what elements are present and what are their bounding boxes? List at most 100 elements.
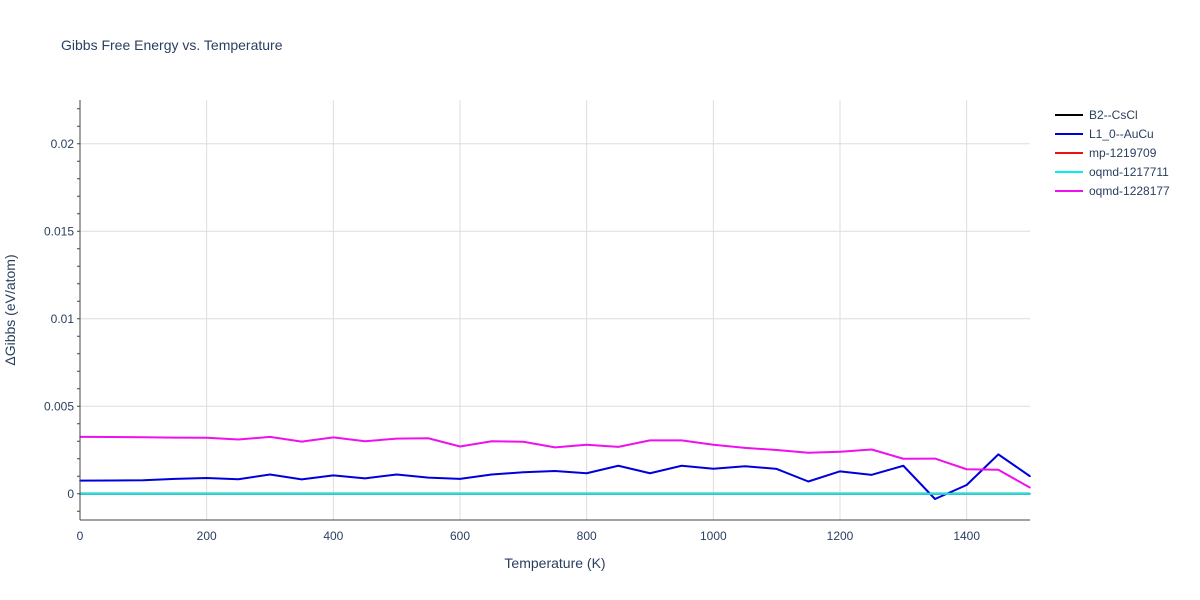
data-point bbox=[744, 492, 746, 495]
data-point bbox=[680, 492, 683, 495]
data-point bbox=[332, 492, 335, 495]
data-point bbox=[870, 448, 873, 451]
data-point bbox=[965, 484, 968, 486]
data-point bbox=[174, 478, 176, 480]
data-point bbox=[269, 473, 271, 476]
data-point bbox=[965, 492, 968, 495]
data-point bbox=[364, 492, 366, 495]
data-point bbox=[997, 468, 1000, 471]
data-point bbox=[110, 436, 113, 438]
data-point bbox=[617, 492, 620, 495]
data-point bbox=[807, 480, 810, 483]
series-lines bbox=[79, 435, 1031, 500]
data-point bbox=[554, 470, 556, 472]
data-point bbox=[775, 449, 778, 451]
data-point bbox=[459, 492, 461, 495]
x-tick-label: 400 bbox=[323, 529, 343, 543]
data-point bbox=[712, 467, 715, 470]
data-point bbox=[965, 468, 968, 471]
data-point bbox=[712, 443, 715, 446]
data-point bbox=[332, 436, 335, 439]
data-point bbox=[300, 478, 303, 481]
data-point bbox=[142, 492, 145, 495]
data-point bbox=[142, 479, 145, 482]
x-axis-title: Temperature (K) bbox=[504, 555, 605, 571]
data-point bbox=[395, 437, 398, 440]
data-point bbox=[554, 492, 556, 495]
data-point bbox=[934, 492, 936, 495]
data-point bbox=[649, 439, 651, 442]
data-point bbox=[617, 446, 620, 448]
y-tick-label: 0.01 bbox=[51, 312, 75, 326]
data-point bbox=[902, 492, 905, 495]
data-point bbox=[205, 436, 208, 439]
data-point bbox=[902, 464, 905, 467]
data-point bbox=[490, 440, 493, 443]
data-point bbox=[1029, 486, 1031, 489]
data-point bbox=[364, 477, 366, 480]
data-point bbox=[585, 472, 588, 475]
y-tick-label: 0.015 bbox=[44, 224, 74, 238]
chart-title: Gibbs Free Energy vs. Temperature bbox=[61, 37, 283, 53]
data-point bbox=[300, 440, 303, 443]
data-point bbox=[775, 468, 778, 470]
data-point bbox=[712, 492, 715, 495]
data-point bbox=[332, 474, 335, 477]
data-point bbox=[585, 492, 588, 495]
data-point bbox=[427, 492, 430, 495]
data-point bbox=[142, 436, 145, 439]
data-point bbox=[902, 457, 905, 460]
data-point bbox=[237, 492, 240, 495]
data-point bbox=[839, 470, 841, 473]
y-tick-label: 0.02 bbox=[51, 137, 75, 151]
data-point bbox=[110, 492, 113, 495]
legend-label: oqmd-1217711 bbox=[1089, 165, 1169, 179]
y-tick-label: 0 bbox=[67, 487, 74, 501]
legend-label: B2--CsCl bbox=[1089, 108, 1138, 122]
data-point bbox=[427, 476, 430, 479]
data-point bbox=[300, 492, 303, 495]
data-point bbox=[807, 452, 810, 454]
data-point bbox=[490, 492, 493, 495]
data-point bbox=[934, 457, 936, 460]
data-point bbox=[934, 498, 936, 500]
data-point bbox=[269, 436, 271, 438]
data-point bbox=[617, 464, 620, 467]
data-point bbox=[1029, 492, 1031, 495]
data-point bbox=[522, 492, 525, 495]
data-point bbox=[997, 492, 1000, 495]
data-point bbox=[522, 471, 525, 474]
data-point bbox=[459, 445, 461, 448]
data-point bbox=[174, 492, 176, 495]
data-point bbox=[680, 439, 683, 442]
data-point bbox=[554, 446, 556, 449]
data-point bbox=[205, 492, 208, 495]
data-point bbox=[364, 440, 366, 443]
data-point bbox=[997, 453, 1000, 456]
x-tick-label: 600 bbox=[450, 529, 470, 543]
data-point bbox=[522, 440, 525, 443]
legend-label: oqmd-1228177 bbox=[1089, 184, 1170, 198]
axes: 0 200 400 600 800 1000 1200 1400 0 0.005 0.01 0.015… bbox=[44, 100, 1030, 543]
x-tick-label: 800 bbox=[577, 529, 597, 543]
series-line-oqmd-1228177 bbox=[79, 435, 1031, 489]
data-point bbox=[649, 492, 651, 495]
data-point bbox=[237, 478, 240, 481]
data-point bbox=[205, 477, 208, 479]
data-point bbox=[174, 436, 176, 439]
data-point bbox=[490, 473, 493, 476]
series-line-L1_0--AuCu bbox=[79, 453, 1031, 500]
data-point bbox=[237, 438, 240, 441]
data-point bbox=[744, 465, 746, 468]
grid-lines bbox=[80, 100, 1030, 520]
data-point bbox=[459, 478, 461, 480]
legend: B2--CsCl L1_0--AuCu mp-1219709 oqmd-1217711… bbox=[1055, 108, 1170, 198]
data-point bbox=[427, 437, 430, 440]
y-tick-label: 0.005 bbox=[44, 399, 74, 413]
x-tick-label: 1200 bbox=[827, 529, 854, 543]
data-point bbox=[649, 472, 651, 475]
data-point bbox=[807, 492, 810, 495]
data-point bbox=[775, 492, 778, 495]
data-point bbox=[395, 473, 398, 476]
data-point bbox=[680, 464, 683, 467]
